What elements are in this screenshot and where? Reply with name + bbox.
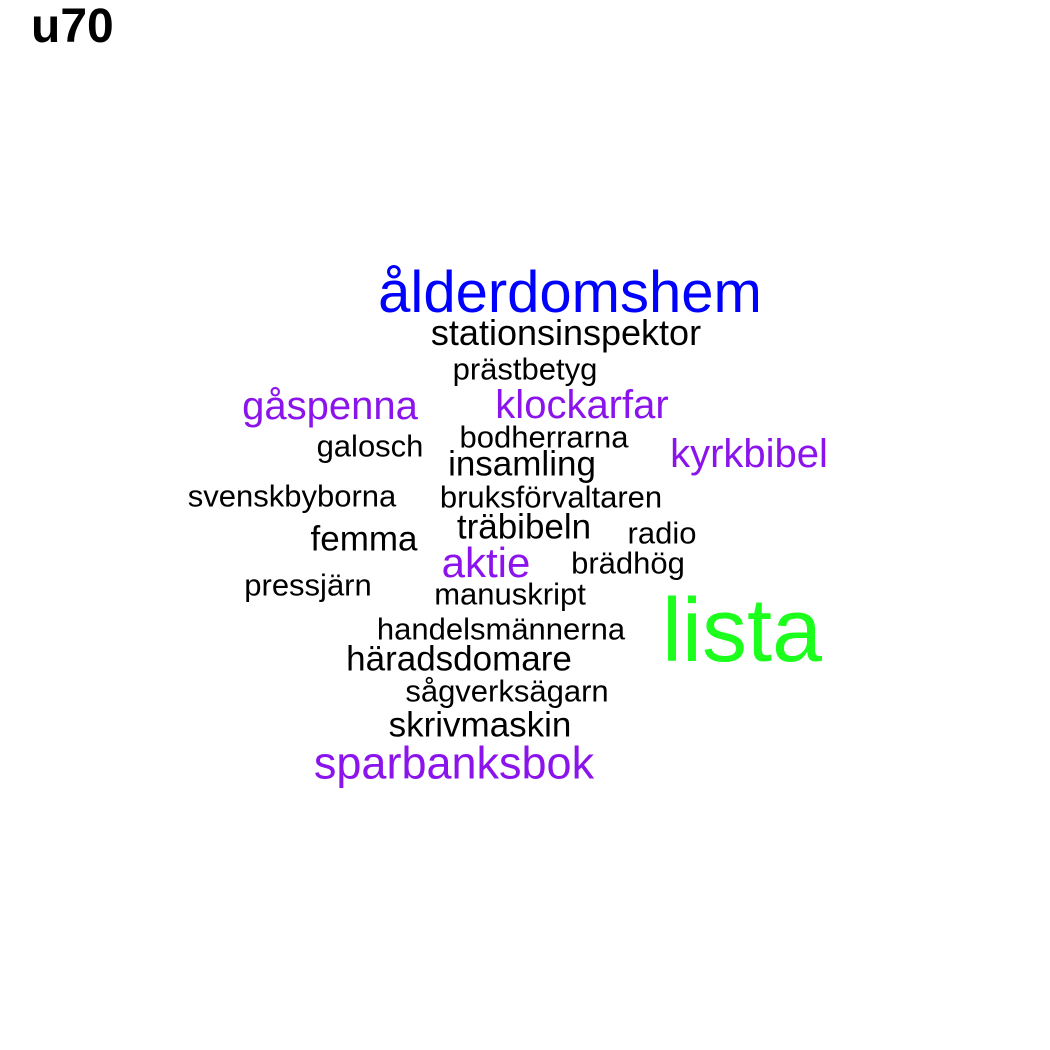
- word-gaspenna: gåspenna: [242, 384, 418, 428]
- word-prastbetyg: prästbetyg: [452, 351, 598, 387]
- word-sagverk: sågverksägarn: [405, 673, 609, 709]
- word-radio: radio: [627, 515, 697, 551]
- word-trabibeln: träbibeln: [456, 507, 592, 547]
- word-stationsinsp: stationsinspektor: [430, 312, 702, 353]
- word-manuskript: manuskript: [434, 576, 586, 612]
- word-svenskbyborna: svenskbyborna: [187, 478, 397, 514]
- word-klockarfar: klockarfar: [495, 383, 669, 427]
- word-aktie: aktie: [441, 539, 531, 586]
- word-bodherrarna: bodherrarna: [459, 419, 629, 455]
- word-alderdomshem: ålderdomshem: [378, 260, 762, 325]
- page-title: u70: [31, 0, 114, 53]
- word-handelsmann: handelsmännerna: [376, 611, 626, 647]
- word-femma: femma: [310, 519, 418, 559]
- word-kyrkbibel: kyrkbibel: [670, 432, 828, 476]
- word-haradsdomare: häradsdomare: [346, 639, 572, 679]
- word-galosch: galosch: [316, 428, 424, 464]
- word-skrivmaskin: skrivmaskin: [388, 705, 572, 745]
- word-insamling: insamling: [448, 444, 596, 484]
- word-lista: lista: [661, 581, 823, 681]
- word-bradhog: brädhög: [571, 545, 685, 581]
- word-pressjarn: pressjärn: [244, 567, 372, 603]
- word-sparbanksbok: sparbanksbok: [313, 737, 595, 789]
- word-bruksforv: bruksförvaltaren: [439, 479, 663, 515]
